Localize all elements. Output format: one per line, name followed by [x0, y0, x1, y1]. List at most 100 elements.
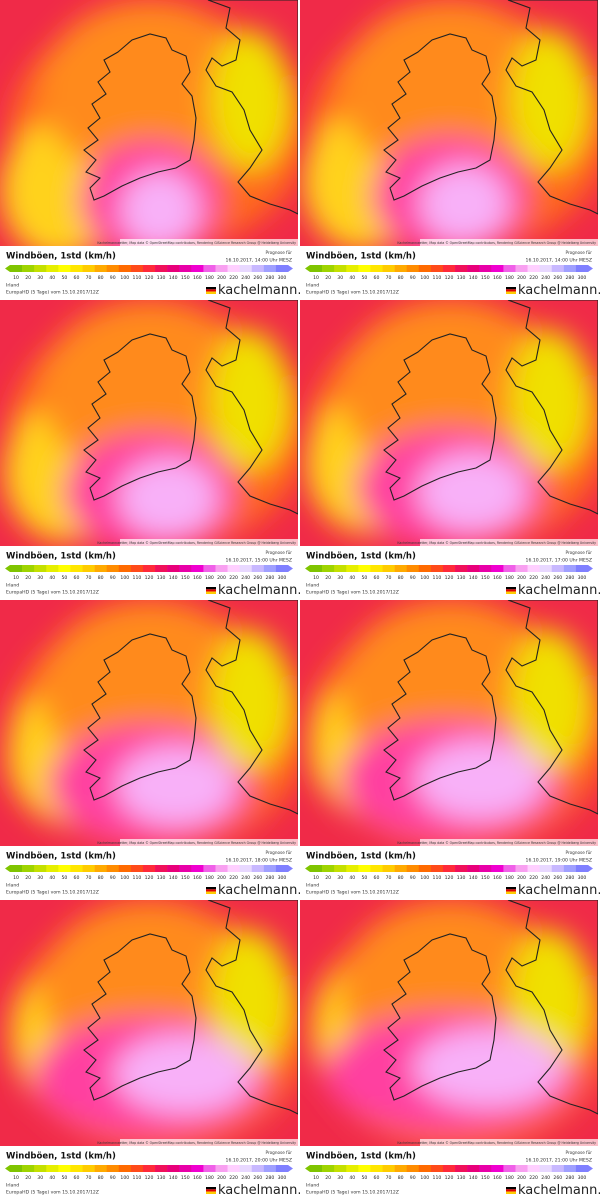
scale-swatch: [106, 565, 120, 572]
flag-red: [506, 289, 516, 292]
coastline: [205, 900, 298, 1115]
scale-swatch: [503, 265, 516, 272]
scale-tick-label: 220: [229, 575, 238, 581]
scale-tick-label: 150: [481, 875, 490, 881]
scale-swatch: [334, 865, 347, 872]
scale-swatch: [479, 265, 492, 272]
scale-tick-label: 40: [349, 1175, 355, 1181]
scale-swatch: [491, 1165, 504, 1172]
region: Irland: [6, 1183, 19, 1189]
scale-tick-label: 20: [325, 575, 331, 581]
scale-swatch: [370, 565, 383, 572]
scale-tick-label: 150: [481, 1175, 490, 1181]
flag-red: [506, 589, 516, 592]
map-panel: Kachelmannwetter, Map data © OpenStreetM…: [300, 600, 600, 900]
scale-swatch: [70, 265, 83, 272]
scale-tick-label: 160: [493, 875, 502, 881]
scale-swatch: [442, 565, 456, 572]
attribution-bg: [420, 539, 598, 546]
scale-tick-label: 240: [241, 1175, 250, 1181]
wind-zone: [510, 30, 590, 170]
scale-swatch: [503, 565, 516, 572]
scale-tick-label: 160: [193, 275, 202, 281]
scale-tick-label: 120: [145, 275, 154, 281]
scale-swatch: [346, 865, 359, 872]
forecast-time: 16.10.2017, 18:00 Uhr MESZ: [226, 858, 292, 864]
scale-tick-label: 240: [541, 875, 550, 881]
scale-tick-label: 280: [565, 575, 574, 581]
scale-tick-label: 90: [110, 575, 116, 581]
scale-tick-label: 130: [157, 875, 166, 881]
model-run: EuropaHD (5 Tage) vom 15.10.2017/12Z: [6, 290, 99, 296]
scale-swatch: [442, 865, 456, 872]
scale-swatch: [263, 265, 277, 272]
scale-swatch: [203, 265, 216, 272]
scale-swatch: [430, 265, 444, 272]
scale-swatch: [455, 265, 468, 272]
attribution-bg: [120, 539, 298, 546]
scale-tick-label: 160: [193, 875, 202, 881]
wind-zone: [417, 452, 527, 532]
scale-swatch: [142, 865, 156, 872]
scale-swatch: [227, 265, 240, 272]
scale-swatch: [382, 565, 395, 572]
scale-swatch: [406, 565, 420, 572]
scale-swatch: [491, 265, 504, 272]
scale-swatch: [382, 1165, 395, 1172]
scale-tick-label: 60: [74, 1175, 80, 1181]
scale-swatch: [515, 865, 528, 872]
scale-swatch: [322, 565, 335, 572]
scale-tick-label: 50: [361, 875, 367, 881]
scale-swatch: [179, 865, 192, 872]
scale-swatch: [334, 265, 347, 272]
coastline: [83, 33, 197, 201]
wind-zone: [210, 630, 290, 770]
scale-arrow-right: [588, 565, 593, 572]
scale-swatch: [58, 565, 71, 572]
wind-zone: [419, 164, 509, 244]
scale-tick-label: 180: [205, 875, 214, 881]
scale-swatch: [467, 565, 480, 572]
scale-tick-label: 260: [253, 575, 262, 581]
scale-tick-label: 90: [410, 575, 416, 581]
scale-arrow-left: [5, 865, 10, 872]
scale-swatch: [394, 865, 407, 872]
scale-tick-label: 90: [110, 275, 116, 281]
attribution: Kachelmannwetter, Map data © OpenStreetM…: [97, 1141, 296, 1145]
scale-swatch: [263, 1165, 277, 1172]
attribution: Kachelmannwetter, Map data © OpenStreetM…: [97, 841, 296, 845]
scale-swatch: [310, 565, 323, 572]
legend-title: Windböen, 1std (km/h): [6, 852, 116, 862]
scale-swatch: [22, 1165, 35, 1172]
scale-tick-label: 160: [493, 1175, 502, 1181]
scale-tick-label: 100: [120, 875, 129, 881]
scale-tick-label: 80: [398, 875, 404, 881]
scale-swatch: [515, 1165, 528, 1172]
scale-swatch: [310, 265, 323, 272]
scale-tick-label: 130: [457, 275, 466, 281]
scale-tick-label: 180: [505, 875, 514, 881]
attribution: Kachelmannwetter, Map data © OpenStreetM…: [97, 241, 296, 245]
scale-swatch: [10, 1165, 23, 1172]
scale-tick-label: 10: [313, 1175, 319, 1181]
scale-tick-label: 80: [98, 1175, 104, 1181]
scale-swatch: [467, 865, 480, 872]
scale-tick-label: 60: [374, 875, 380, 881]
scale-tick-label: 20: [25, 275, 31, 281]
scale-tick-label: 20: [25, 1175, 31, 1181]
scale-tick-label: 30: [37, 1175, 43, 1181]
scale-swatch: [227, 1165, 240, 1172]
scale-tick-label: 300: [578, 1175, 587, 1181]
scale-swatch: [22, 265, 35, 272]
scale-swatch: [275, 265, 289, 272]
scale-tick-label: 240: [541, 1175, 550, 1181]
flag-red: [206, 589, 216, 592]
model-run: EuropaHD (5 Tage) vom 15.10.2017/12Z: [306, 590, 399, 596]
flag-black: [206, 587, 216, 590]
flag-red: [206, 1189, 216, 1192]
forecast-time: 16.10.2017, 19:00 Uhr MESZ: [526, 858, 592, 864]
scale-arrow-right: [588, 1165, 593, 1172]
legend-bg: [300, 1146, 598, 1200]
map-panel: Kachelmannwetter, Map data © OpenStreetM…: [300, 300, 600, 600]
map-area: Kachelmannwetter, Map data © OpenStreetM…: [300, 900, 598, 1146]
